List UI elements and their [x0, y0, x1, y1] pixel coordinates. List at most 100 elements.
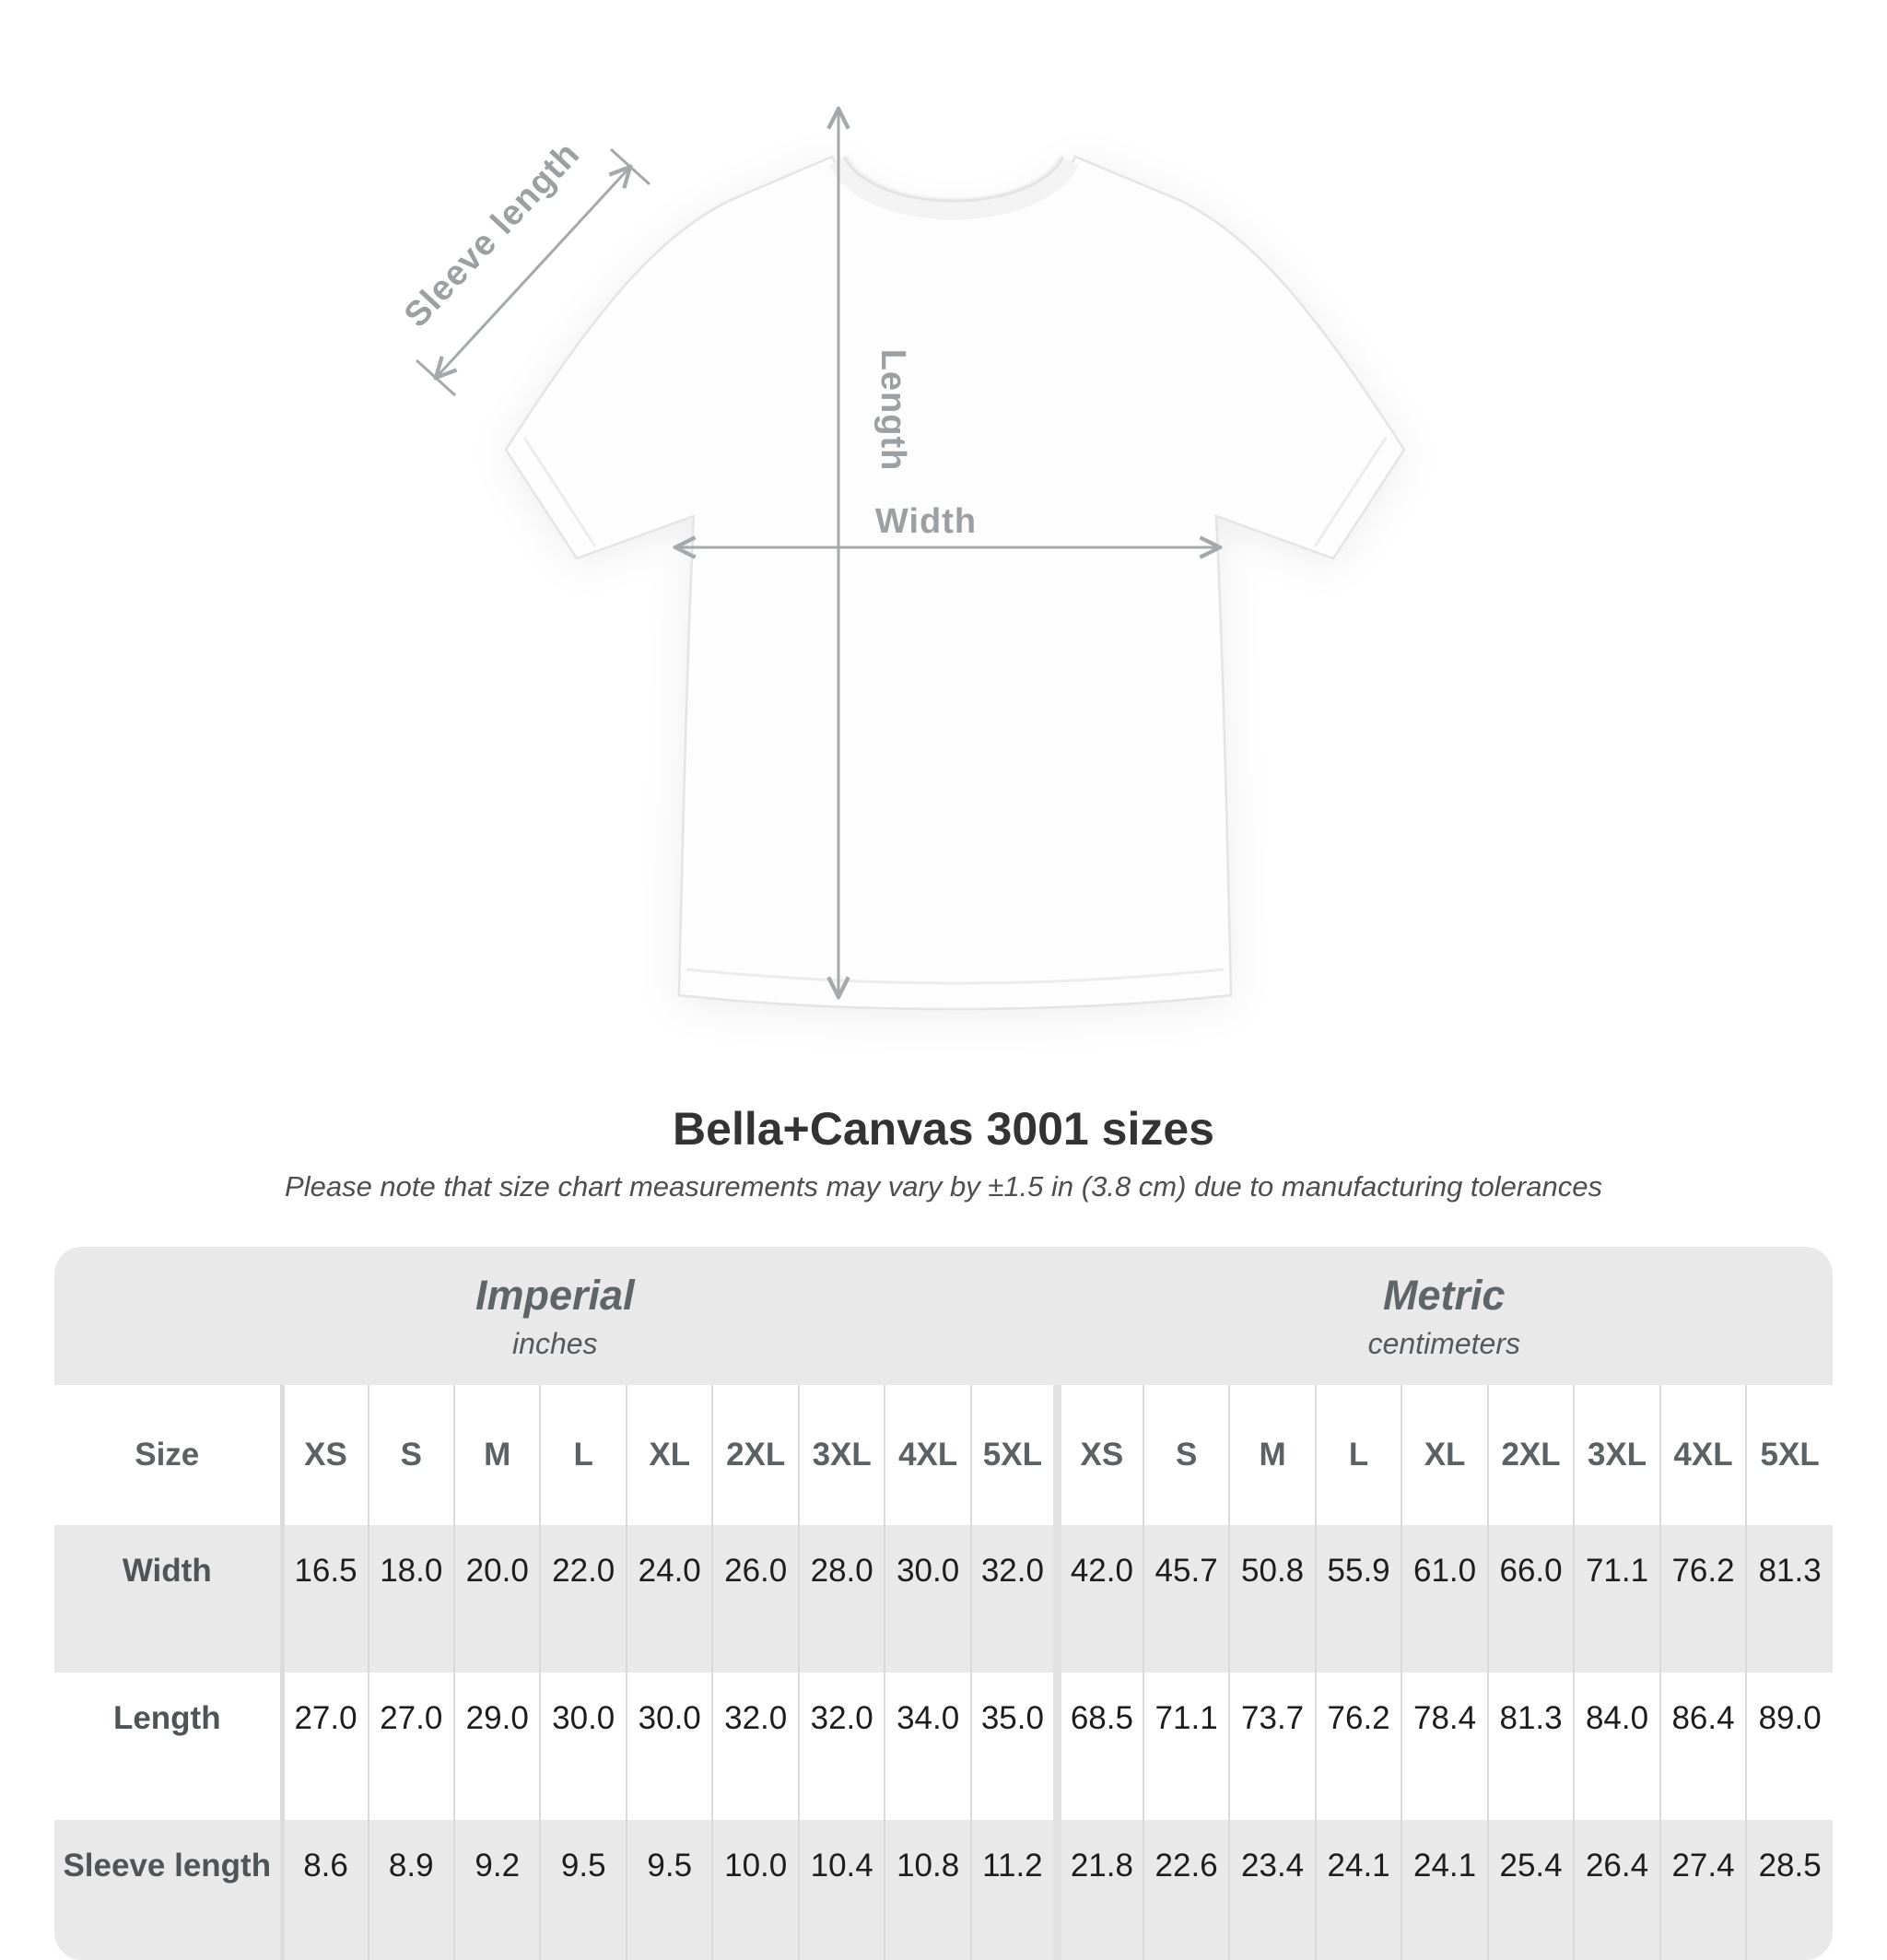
- size-chart-card: Imperial inches Metric centimeters Size X…: [54, 1247, 1833, 1960]
- sleeve-length-imperial-M: 9.2: [452, 1820, 541, 1960]
- width-metric-S: 45.7: [1142, 1525, 1230, 1672]
- sleeve-length-imperial-XS: 8.6: [279, 1820, 369, 1960]
- width-imperial-4XL: 30.0: [884, 1525, 971, 1672]
- sleeve-length-imperial-4XL: 10.8: [884, 1820, 971, 1960]
- metric-label: Metric: [1383, 1271, 1506, 1319]
- length-imperial-XL: 30.0: [625, 1672, 713, 1820]
- size-header-imperial-5XL: 5XL: [969, 1385, 1058, 1525]
- sleeve-length-metric-4XL: 27.4: [1658, 1820, 1747, 1960]
- metric-units: centimeters: [1367, 1326, 1520, 1360]
- tshirt-left-cuff-seam: [522, 437, 597, 547]
- length-imperial-S: 27.0: [367, 1672, 454, 1820]
- width-metric-XL: 61.0: [1401, 1525, 1488, 1672]
- size-header-imperial-M: M: [452, 1385, 541, 1525]
- width-imperial-M: 20.0: [452, 1525, 541, 1672]
- sleeve-dimension-tick-top: [609, 147, 651, 186]
- sleeve-length-metric-2XL: 25.4: [1486, 1820, 1575, 1960]
- tshirt-collar-edge: [842, 156, 1065, 203]
- length-imperial-M: 29.0: [452, 1672, 541, 1820]
- length-metric-XL: 78.4: [1401, 1672, 1488, 1820]
- length-imperial-XS: 27.0: [279, 1672, 369, 1820]
- sleeve-length-metric-5XL: 28.5: [1745, 1820, 1833, 1960]
- heading-section: Bella+Canvas 3001 sizes Please note that…: [0, 1102, 1887, 1203]
- sleeve-length-imperial-XL: 9.5: [625, 1820, 713, 1960]
- sleeve-length-imperial-2XL: 10.0: [711, 1820, 799, 1960]
- sleeve-dimension-tick-bottom: [415, 358, 457, 397]
- width-imperial-S: 18.0: [367, 1525, 454, 1672]
- length-metric-L: 76.2: [1314, 1672, 1402, 1820]
- size-header-metric-2XL: 2XL: [1486, 1385, 1575, 1525]
- imperial-units: inches: [512, 1326, 598, 1360]
- length-label: Length: [873, 349, 912, 472]
- size-header-imperial-2XL: 2XL: [711, 1385, 799, 1525]
- width-imperial-2XL: 26.0: [711, 1525, 799, 1672]
- sleeve-dimension-line: [436, 167, 630, 378]
- row-label-width: Width: [54, 1525, 283, 1672]
- length-metric-M: 73.7: [1228, 1672, 1316, 1820]
- tshirt-body: [504, 155, 1406, 1011]
- length-metric-3XL: 84.0: [1573, 1672, 1660, 1820]
- units-band: Imperial inches Metric centimeters: [54, 1247, 1833, 1385]
- sleeve-length-metric-M: 23.4: [1228, 1820, 1316, 1960]
- length-metric-2XL: 81.3: [1486, 1672, 1575, 1820]
- width-metric-4XL: 76.2: [1658, 1525, 1747, 1672]
- sleeve-length-label: Sleeve length: [397, 135, 588, 334]
- tshirt-illustration: [504, 154, 1406, 1011]
- size-header-imperial-XS: XS: [279, 1385, 369, 1525]
- size-header-metric-L: L: [1314, 1385, 1402, 1525]
- width-imperial-XS: 16.5: [279, 1525, 369, 1672]
- imperial-section-header: Imperial inches: [54, 1247, 1056, 1385]
- size-header-metric-4XL: 4XL: [1658, 1385, 1747, 1525]
- length-imperial-5XL: 35.0: [969, 1672, 1058, 1820]
- row-label-sleeve-length: Sleeve length: [54, 1820, 283, 1960]
- size-header-metric-M: M: [1228, 1385, 1316, 1525]
- tshirt-hem-seam: [686, 968, 1225, 985]
- tshirt-measurement-diagram: Length Width Sleeve length: [397, 0, 1406, 1011]
- page-title: Bella+Canvas 3001 sizes: [673, 1103, 1214, 1155]
- sleeve-length-metric-3XL: 26.4: [1573, 1820, 1660, 1960]
- width-metric-2XL: 66.0: [1486, 1525, 1575, 1672]
- length-imperial-4XL: 34.0: [884, 1672, 971, 1820]
- table-row-width: Width 16.5 18.0 20.0 22.0 24.0 26.0 28.0 30.0 32.…: [54, 1525, 1833, 1672]
- sleeve-length-metric-XS: 21.8: [1052, 1820, 1143, 1960]
- width-imperial-XL: 24.0: [625, 1525, 713, 1672]
- width-metric-XS: 42.0: [1052, 1525, 1143, 1672]
- metric-section-header: Metric centimeters: [1056, 1247, 1833, 1385]
- sleeve-length-metric-XL: 24.1: [1401, 1820, 1488, 1960]
- width-imperial-3XL: 28.0: [797, 1525, 885, 1672]
- size-header-imperial-XL: XL: [625, 1385, 713, 1525]
- width-metric-L: 55.9: [1314, 1525, 1402, 1672]
- length-metric-XS: 68.5: [1052, 1672, 1143, 1820]
- table-row-sleeve-length: Sleeve length 8.6 8.9 9.2 9.5 9.5 10.0 10.4 10.8…: [54, 1820, 1833, 1960]
- size-header-metric-5XL: 5XL: [1745, 1385, 1833, 1525]
- length-metric-5XL: 89.0: [1745, 1672, 1833, 1820]
- sleeve-length-imperial-L: 9.5: [539, 1820, 627, 1960]
- size-header-metric-3XL: 3XL: [1573, 1385, 1660, 1525]
- length-imperial-L: 30.0: [539, 1672, 627, 1820]
- size-header-imperial-3XL: 3XL: [797, 1385, 885, 1525]
- width-metric-M: 50.8: [1228, 1525, 1316, 1672]
- sleeve-length-imperial-3XL: 10.4: [797, 1820, 885, 1960]
- tshirt-right-cuff-seam: [1313, 437, 1388, 547]
- length-metric-4XL: 86.4: [1658, 1672, 1747, 1820]
- imperial-label: Imperial: [475, 1271, 635, 1319]
- sleeve-length-metric-S: 22.6: [1142, 1820, 1230, 1960]
- width-label: Width: [875, 502, 977, 541]
- tolerance-note: Please note that size chart measurements…: [285, 1170, 1602, 1203]
- tshirt-collar: [828, 154, 1079, 220]
- size-header-imperial-L: L: [539, 1385, 627, 1525]
- width-imperial-L: 22.0: [539, 1525, 627, 1672]
- length-imperial-3XL: 32.0: [797, 1672, 885, 1820]
- row-label-length: Length: [54, 1672, 283, 1820]
- size-header-row: Size XS S M L XL 2XL 3XL 4XL 5XL XS S M L XL 2XL 3XL 4XL 5…: [54, 1385, 1833, 1525]
- table-row-length: Length 27.0 27.0 29.0 30.0 30.0 32.0 32.0 34.0 35…: [54, 1672, 1833, 1820]
- width-imperial-5XL: 32.0: [969, 1525, 1058, 1672]
- size-header-metric-XL: XL: [1401, 1385, 1488, 1525]
- sleeve-length-metric-L: 24.1: [1314, 1820, 1402, 1960]
- size-header-imperial-4XL: 4XL: [884, 1385, 971, 1525]
- size-header-metric-XS: XS: [1052, 1385, 1143, 1525]
- sleeve-length-imperial-S: 8.9: [367, 1820, 454, 1960]
- size-table: Size XS S M L XL 2XL 3XL 4XL 5XL XS S M L XL 2XL 3XL 4XL 5…: [54, 1385, 1833, 1960]
- width-metric-3XL: 71.1: [1573, 1525, 1660, 1672]
- sleeve-length-imperial-5XL: 11.2: [969, 1820, 1058, 1960]
